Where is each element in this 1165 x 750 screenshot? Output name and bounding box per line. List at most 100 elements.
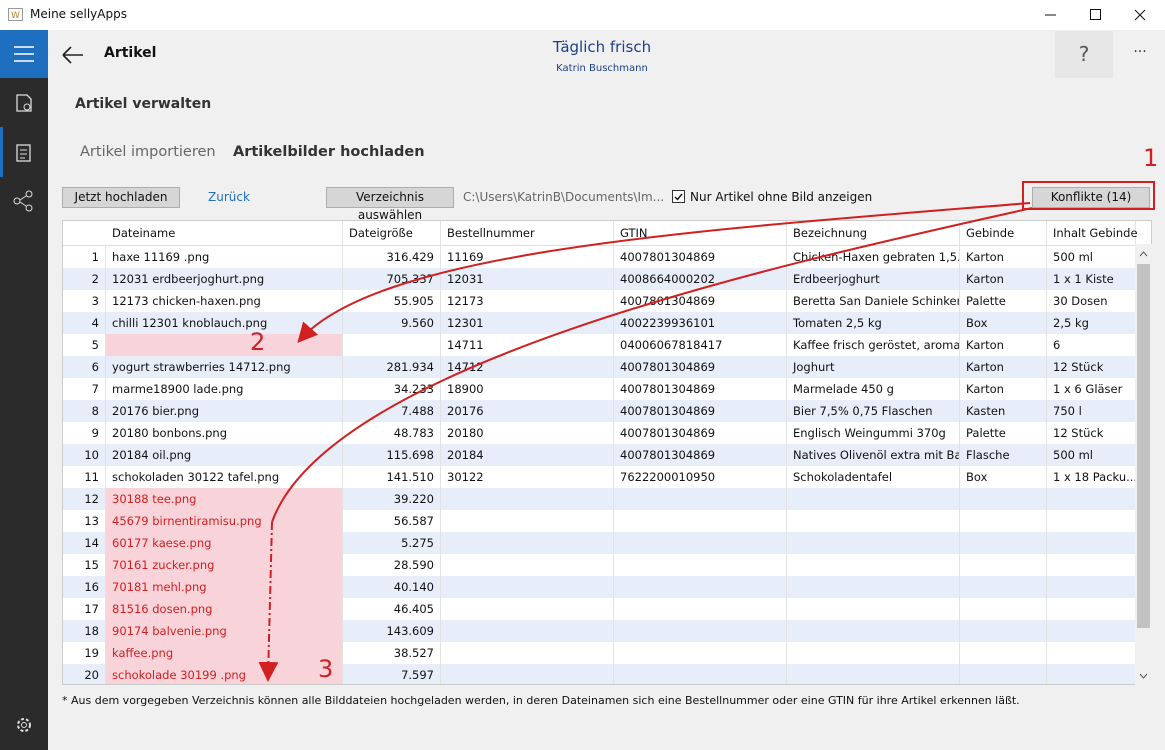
table-cell [787,554,960,576]
table-cell [960,664,1047,685]
table-cell [614,642,787,664]
table-cell [441,620,614,642]
checkbox[interactable] [672,190,686,204]
back-arrow[interactable] [60,44,86,66]
scrollbar[interactable] [1135,244,1152,685]
table-cell: chilli 12301 knoblauch.png [106,312,343,334]
settings-icon[interactable] [14,715,34,735]
table-cell [441,664,614,685]
upload-button[interactable]: Jetzt hochladen [62,187,180,208]
tab[interactable]: Artikel importieren [80,144,216,160]
table-cell: marme18900 lade.png [106,378,343,400]
column-header[interactable]: Gebinde [960,221,1047,245]
table-cell: 7.597 [343,664,441,685]
table-cell [1047,598,1136,620]
data-grid: DateinameDateigrößeBestellnummerGTINBeze… [62,220,1152,685]
table-cell: 1 x 1 Kiste [1047,268,1136,290]
row-number: 1 [63,246,106,268]
table-cell [960,598,1047,620]
user-name: Katrin Buschmann [502,63,702,74]
table-cell: 20180 bonbons.png [106,422,343,444]
row-number: 13 [63,510,106,532]
table-cell [1047,642,1136,664]
table-cell: Schokoladentafel [787,466,960,488]
row-number: 20 [63,664,106,685]
column-header[interactable]: Inhalt Gebinde [1047,221,1136,245]
table-cell [1047,664,1136,685]
menu-button[interactable] [0,30,48,78]
table-cell: 281.934 [343,356,441,378]
table-cell: 1 x 6 Gläser [1047,378,1136,400]
table-cell [1047,510,1136,532]
row-number: 11 [63,466,106,488]
table-cell: 4007801304869 [614,356,787,378]
table-cell: 38.527 [343,642,441,664]
store-name: Täglich frisch [502,38,702,56]
table-cell: yogurt strawberries 14712.png [106,356,343,378]
table-cell: 4008664000202 [614,268,787,290]
table-cell: 4007801304869 [614,378,787,400]
table-cell: kaffee.png [106,642,343,664]
table-cell: schokoladen 30122 tafel.png [106,466,343,488]
table-cell [614,620,787,642]
table-cell [441,642,614,664]
checkbox-label[interactable]: Nur Artikel ohne Bild anzeigen [690,190,872,204]
back-link[interactable]: Zurück [208,190,250,204]
table-cell [614,598,787,620]
table-cell [1047,488,1136,510]
table-cell: 12031 erdbeerjoghurt.png [106,268,343,290]
table-cell: 90174 balvenie.png [106,620,343,642]
column-header[interactable]: Bezeichnung [787,221,960,245]
row-number: 3 [63,290,106,312]
table-cell: 4007801304869 [614,444,787,466]
table-cell: 4007801304869 [614,246,787,268]
table-cell [1047,554,1136,576]
column-header[interactable]: Bestellnummer [441,221,614,245]
page-title: Artikel [104,45,156,61]
table-cell: 34.233 [343,378,441,400]
table-cell: 12173 chicken-haxen.png [106,290,343,312]
table-cell [441,576,614,598]
table-cell: 4002239936101 [614,312,787,334]
table-cell: Karton [960,378,1047,400]
column-header[interactable]: GTIN [614,221,787,245]
window-title: Meine sellyApps [30,7,127,21]
row-number: 6 [63,356,106,378]
table-cell: 316.429 [343,246,441,268]
table-cell: 70181 mehl.png [106,576,343,598]
table-cell: Box [960,312,1047,334]
choose-directory-button[interactable]: Verzeichnis auswählen [326,187,454,208]
table-cell [1047,620,1136,642]
more-button[interactable]: ··· [1125,44,1155,60]
row-number: 15 [63,554,106,576]
table-cell: 12173 [441,290,614,312]
row-number: 10 [63,444,106,466]
table-cell: 39.220 [343,488,441,510]
table-cell: Kaffee frisch geröstet, aroma... [787,334,960,356]
nav-icons[interactable] [0,85,48,285]
row-number: 4 [63,312,106,334]
window-controls[interactable] [1030,0,1165,30]
table-cell: 115.698 [343,444,441,466]
table-cell: 4007801304869 [614,400,787,422]
tab-active[interactable]: Artikelbilder hochladen [233,144,425,160]
table-cell: Marmelade 450 g [787,378,960,400]
table-cell: 28.590 [343,554,441,576]
row-number: 8 [63,400,106,422]
row-number: 12 [63,488,106,510]
table-cell [1047,532,1136,554]
row-number: 18 [63,620,106,642]
table-cell: Natives Olivenöl extra mit Ba... [787,444,960,466]
column-header[interactable]: Dateiname [106,221,343,245]
table-cell: schokolade 30199 .png [106,664,343,685]
table-cell: 20184 [441,444,614,466]
table-cell: 2,5 kg [1047,312,1136,334]
table-cell: Karton [960,268,1047,290]
table-cell [787,664,960,685]
column-header[interactable]: Dateigröße [343,221,441,245]
help-button[interactable]: ? [1055,31,1113,78]
table-cell: 5.275 [343,532,441,554]
table-cell: Palette [960,422,1047,444]
table-cell: 6 [1047,334,1136,356]
table-cell [960,532,1047,554]
